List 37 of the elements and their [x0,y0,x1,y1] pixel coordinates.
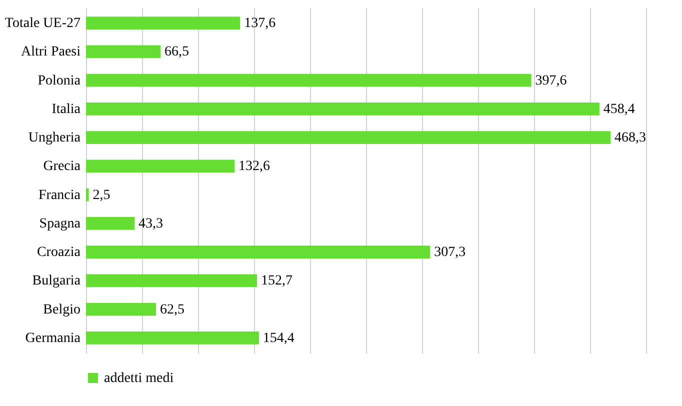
y-tick-label: Croazia [36,245,82,260]
y-tick-label: Germania [25,330,82,346]
y-tick-label: Francia [38,188,82,203]
data-label: 397,6 [535,73,567,88]
bar [86,131,610,144]
bar [86,188,89,202]
data-label: 62,5 [160,302,184,318]
data-label: 154,4 [262,330,294,346]
bar [86,102,600,116]
data-label: 2,5 [92,188,110,203]
data-label: 307,3 [434,245,466,260]
bar [86,45,160,58]
legend-label: addetti medi [104,371,174,386]
bar [86,160,235,173]
y-tick-label: Italia [52,102,82,117]
bar [86,217,134,230]
data-label: 43,3 [138,216,163,232]
data-label: 468,3 [614,130,646,146]
y-tick-label: Belgio [43,302,80,318]
data-label: 66,5 [164,44,189,60]
y-tick-label: Totale UE-27 [4,16,80,32]
data-label: 137,6 [244,16,276,32]
bar [86,74,532,87]
y-tick-label: Ungheria [28,130,82,146]
data-label: 152,7 [261,274,293,289]
y-tick-label: Bulgaria [32,274,82,289]
bar [86,16,240,30]
bar [86,246,430,259]
bar [86,302,156,316]
data-label: 132,6 [238,159,270,174]
bar [86,332,259,344]
y-tick-label: Altri Paesi [21,44,81,60]
bar [86,274,258,288]
data-label: 458,4 [603,102,635,117]
y-tick-label: Spagna [39,216,82,232]
y-tick-label: Polonia [38,73,82,88]
y-tick-label: Grecia [43,159,82,174]
